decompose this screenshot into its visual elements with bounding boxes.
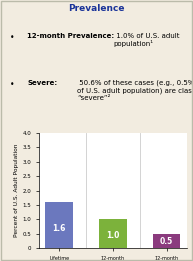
Bar: [45, 202, 73, 248]
Text: 1.0: 1.0: [106, 232, 120, 240]
Bar: [99, 219, 127, 248]
Text: •: •: [10, 33, 14, 42]
Text: 1.0% of U.S. adult
population¹: 1.0% of U.S. adult population¹: [114, 33, 179, 47]
Text: Severe:: Severe:: [27, 80, 57, 86]
Text: 1.6: 1.6: [53, 224, 66, 233]
Text: Prevalence: Prevalence: [68, 4, 125, 13]
Bar: [153, 234, 180, 248]
Text: 0.5: 0.5: [160, 238, 173, 246]
Y-axis label: Percent of U.S. Adult Population: Percent of U.S. Adult Population: [14, 144, 19, 237]
Text: •: •: [10, 80, 14, 89]
Text: 50.6% of these cases (e.g., 0.5%
of U.S. adult population) are classified as
“se: 50.6% of these cases (e.g., 0.5% of U.S.…: [77, 80, 193, 101]
Text: 12-month Prevalence:: 12-month Prevalence:: [27, 33, 114, 39]
